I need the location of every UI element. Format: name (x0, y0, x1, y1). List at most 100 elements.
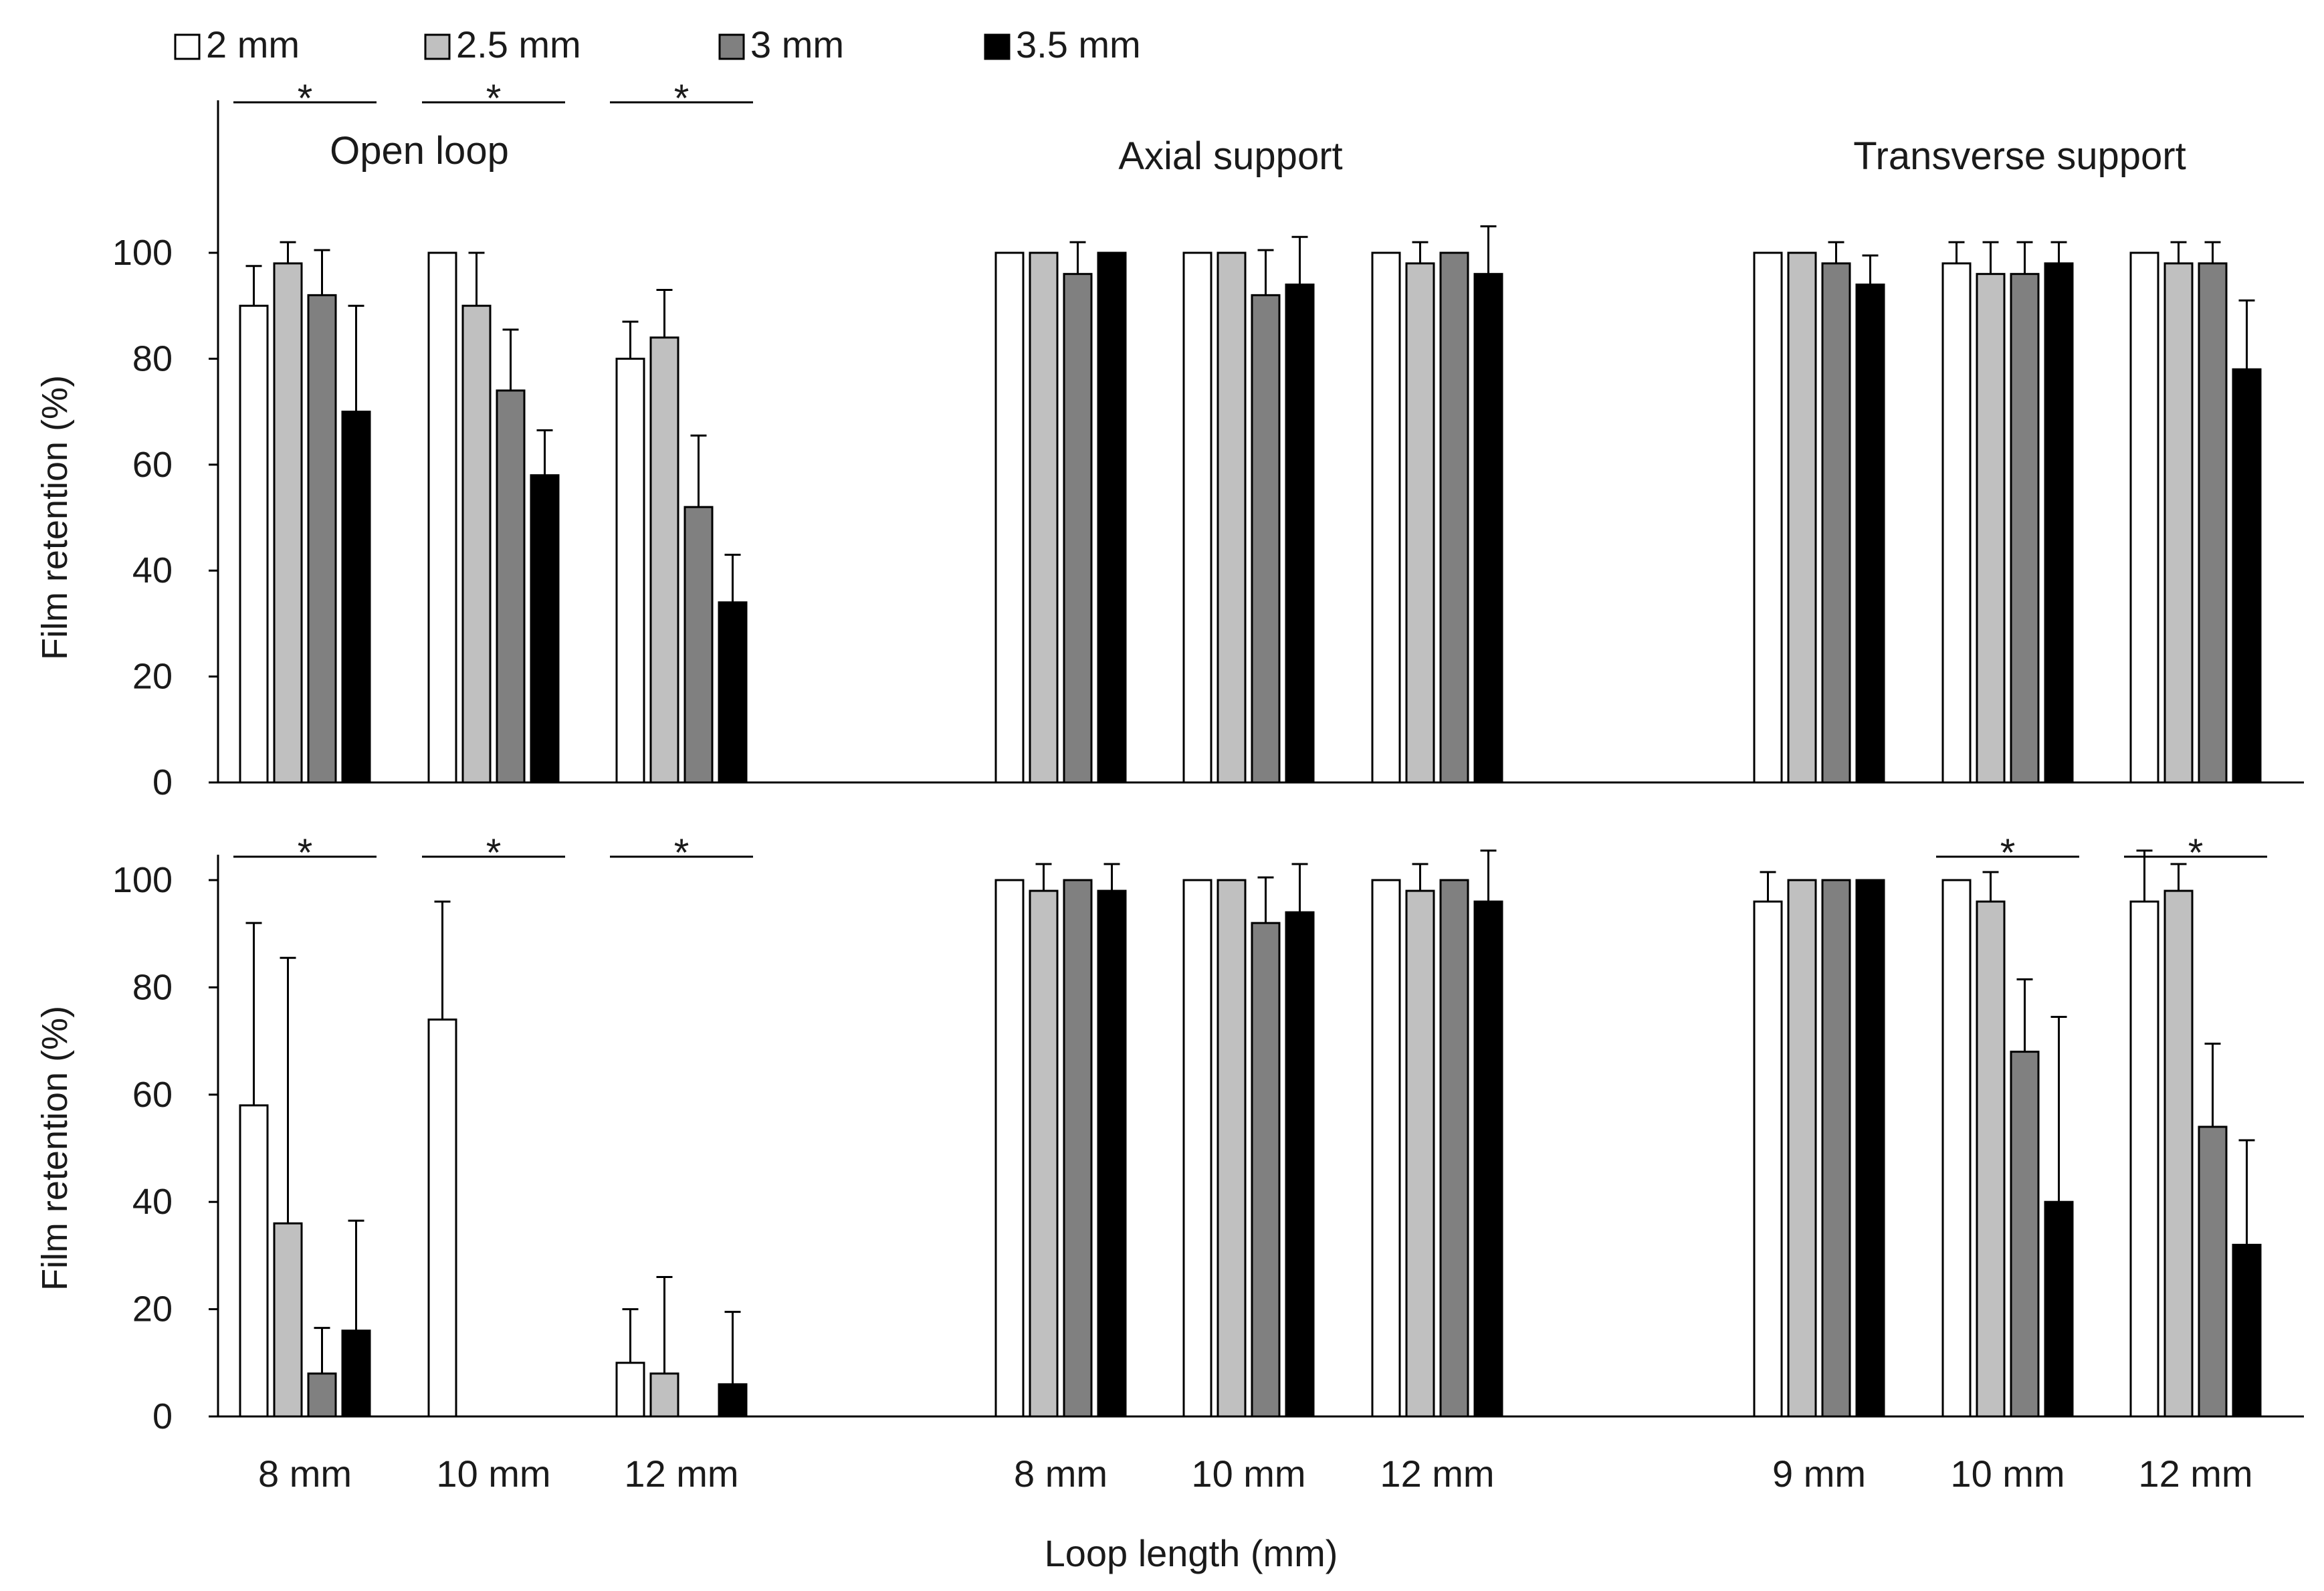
bar-1-1-4 (341, 411, 371, 784)
bar-1-2-1 (427, 1019, 457, 1418)
bar-3-2-2 (1976, 900, 2006, 1418)
bar-3-1-1 (1753, 251, 1783, 784)
y-tick-label: 40 (132, 550, 173, 591)
bar-2-2-1 (1182, 251, 1212, 784)
bar-3-2-3 (2010, 1051, 2040, 1418)
bar-2-2-3 (1251, 294, 1281, 784)
y-tick-label: 20 (132, 657, 173, 697)
bar-2-3-4 (1473, 900, 1503, 1418)
y-tick-label: 40 (132, 1182, 173, 1222)
panels: 0 20 40 60 80 100 * * * 0 20 40 60 80 100 * 8 mm * 10 mm * 1… (112, 77, 2304, 1495)
y-tick-label: 60 (132, 1075, 173, 1115)
bar-1-3-1 (615, 357, 645, 784)
legend-label-2: 2.5 mm (456, 23, 581, 66)
x-tick-label: 8 mm (258, 1453, 352, 1495)
bar-2-1-3 (1063, 879, 1093, 1418)
bar-1-1-4 (341, 1330, 371, 1418)
x-tick-label: 12 mm (624, 1453, 738, 1495)
bar-1-1-3 (307, 294, 337, 784)
legend-swatch-1 (174, 33, 201, 60)
axis-titles: Loop length (mm) Film retention (%) Film … (35, 375, 1338, 1574)
bar-1-1-3 (307, 1372, 337, 1418)
x-tick-label: 10 mm (436, 1453, 550, 1495)
bar-2-3-1 (1371, 251, 1401, 784)
y-tick-label: 80 (132, 967, 173, 1007)
bar-3-3-3 (2198, 1126, 2228, 1418)
bar-3-1-2 (1787, 879, 1817, 1418)
legend-swatch-2 (424, 33, 451, 60)
bar-3-3-2 (2163, 262, 2194, 784)
group-title-2: Axial support (1118, 134, 1342, 178)
bar-2-2-2 (1217, 879, 1247, 1418)
bar-2-2-4 (1285, 284, 1315, 784)
legend-label-3: 3 mm (750, 23, 844, 66)
bar-1-3-2 (649, 336, 679, 784)
bar-2-3-2 (1405, 889, 1435, 1418)
legend-swatch-3 (718, 33, 745, 60)
significance-star: * (674, 77, 690, 120)
legend-swatch-4 (984, 33, 1011, 60)
bar-2-3-4 (1473, 273, 1503, 784)
legend-label-1: 2 mm (206, 23, 300, 66)
bar-3-2-1 (1941, 879, 1972, 1418)
bar-3-3-1 (2129, 900, 2159, 1418)
legend-label-4: 3.5 mm (1016, 23, 1141, 66)
bar-3-2-2 (1976, 273, 2006, 784)
group-titles: Open loop Axial support Transverse support (330, 129, 2186, 178)
panel-top: 0 20 40 60 80 100 * * * (112, 77, 2304, 803)
bar-1-2-3 (496, 389, 526, 784)
bar-1-2-1 (427, 251, 457, 784)
bar-1-3-2 (649, 1372, 679, 1418)
significance-star: * (2188, 831, 2204, 875)
y-tick-label: 80 (132, 338, 173, 379)
bar-3-2-4 (2044, 1200, 2074, 1418)
bar-1-2-2 (461, 304, 492, 784)
bar-3-1-3 (1821, 879, 1851, 1418)
group-title-1: Open loop (330, 129, 509, 173)
panel-bottom: 0 20 40 60 80 100 * 8 mm * 10 mm * 12 mm 8 mm 10 mm 12… (112, 831, 2304, 1495)
bar-3-2-4 (2044, 262, 2074, 784)
bar-3-1-3 (1821, 262, 1851, 784)
bar-2-1-1 (994, 879, 1025, 1418)
x-tick-label: 12 mm (2138, 1453, 2252, 1495)
bar-1-2-4 (530, 474, 560, 784)
bar-2-1-2 (1029, 251, 1059, 784)
x-tick-label: 9 mm (1772, 1453, 1866, 1495)
y-tick-label: 100 (112, 233, 173, 273)
x-tick-label: 10 mm (1191, 1453, 1305, 1495)
bar-2-3-1 (1371, 879, 1401, 1418)
bar-2-1-4 (1097, 889, 1127, 1418)
bar-2-3-2 (1405, 262, 1435, 784)
y-tick-label: 0 (152, 1396, 173, 1437)
group-title-3: Transverse support (1853, 134, 2186, 178)
bar-1-1-2 (273, 1222, 303, 1418)
bar-2-1-4 (1097, 251, 1127, 784)
y-axis-title-2: Film retention (%) (35, 1006, 75, 1291)
significance-star: * (674, 831, 690, 875)
bar-3-2-3 (2010, 273, 2040, 784)
bar-1-1-2 (273, 262, 303, 784)
y-tick-label: 0 (152, 762, 173, 803)
bar-1-3-4 (718, 1383, 748, 1418)
bar-3-2-1 (1941, 262, 1972, 784)
bar-3-3-4 (2232, 1243, 2262, 1418)
bar-2-1-1 (994, 251, 1025, 784)
y-tick-label: 60 (132, 445, 173, 485)
x-tick-label: 10 mm (1950, 1453, 2065, 1495)
bar-2-3-3 (1439, 251, 1469, 784)
bar-1-1-1 (239, 1104, 269, 1418)
bar-3-3-1 (2129, 251, 2159, 784)
bar-3-3-4 (2232, 368, 2262, 784)
bar-1-1-1 (239, 304, 269, 784)
bar-1-3-3 (683, 506, 714, 784)
x-axis-title: Loop length (mm) (1045, 1532, 1338, 1574)
y-tick-label: 100 (112, 860, 173, 900)
bar-1-3-1 (615, 1362, 645, 1418)
y-tick-label: 20 (132, 1289, 173, 1330)
bar-2-2-1 (1182, 879, 1212, 1418)
bar-2-2-3 (1251, 922, 1281, 1418)
bar-2-3-3 (1439, 879, 1469, 1418)
bar-3-1-4 (1855, 879, 1885, 1418)
legend: 2 mm 2.5 mm 3 mm 3.5 mm (174, 23, 1141, 66)
